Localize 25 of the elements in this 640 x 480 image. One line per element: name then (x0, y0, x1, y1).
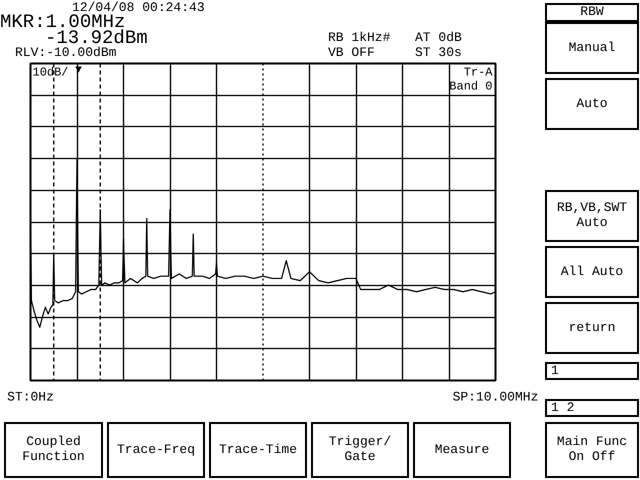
x-tick-label: ST:0Hz (7, 390, 54, 404)
text: 10dB/ (32, 66, 69, 80)
text: return (568, 320, 616, 336)
text: ST 30s (415, 45, 462, 61)
text: Manual (568, 40, 616, 56)
text: Trace-Freq (116, 442, 196, 458)
text: RB,VB,SWT Auto (556, 200, 628, 231)
text: RB 1kHz# (328, 30, 390, 46)
text: VB OFF (328, 45, 375, 61)
text: Main Func On Off (556, 434, 628, 465)
text: All Auto (560, 264, 624, 280)
text: RBW (545, 3, 639, 22)
text: Coupled Function (21, 434, 86, 465)
text: AT 0dB (415, 30, 462, 46)
text: Trace-Time (218, 442, 298, 458)
text: RLV:-10.00dBm (15, 45, 116, 61)
text: Auto (575, 96, 609, 112)
text: 12/04/08 00:24:43 (72, 0, 205, 15)
text: 1 2 (551, 400, 576, 416)
text: Band 0 (449, 80, 493, 94)
text: Measure (434, 442, 490, 458)
x-tick-label: SP:10.00MHz (452, 390, 538, 404)
text: 1 (551, 362, 560, 378)
text: Trigger/ Gate (328, 434, 392, 465)
text: Tr-A (464, 66, 494, 80)
